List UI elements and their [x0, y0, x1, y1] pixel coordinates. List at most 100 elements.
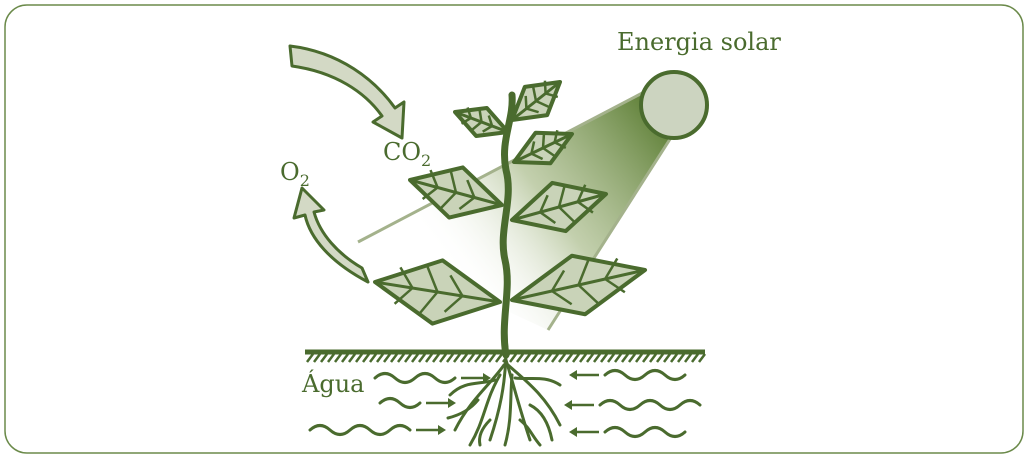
- ground-hatch: [684, 353, 692, 363]
- leaf-vein: [425, 263, 439, 293]
- leaf-vein: [539, 194, 549, 213]
- o2-base: O: [280, 158, 300, 186]
- leaf-vein: [530, 152, 544, 161]
- water-arrowhead: [438, 425, 446, 435]
- leaf-vein: [539, 211, 557, 224]
- root: [453, 363, 506, 432]
- ground-hatch: [362, 353, 370, 363]
- ground-hatch: [586, 353, 594, 363]
- leaf-vein: [393, 287, 414, 305]
- ground-hatch: [355, 353, 363, 363]
- o2-arrow: [292, 186, 370, 284]
- co2-base: CO: [383, 138, 421, 166]
- leaf-vein: [553, 129, 559, 143]
- leaf-vein: [577, 200, 594, 214]
- ground-hatch: [663, 353, 671, 363]
- leaf-vein: [543, 80, 547, 94]
- water-wave: [308, 424, 412, 436]
- leaf-vein: [421, 186, 439, 200]
- leaf-vein: [558, 206, 577, 225]
- ground-hatch: [432, 353, 440, 363]
- sun: [639, 70, 709, 140]
- ground-hatch: [551, 353, 559, 363]
- energy-label: Energia solar: [617, 28, 781, 56]
- co2-arrow: [288, 44, 406, 140]
- ground-hatch: [656, 353, 664, 363]
- ground-hatch: [460, 353, 468, 363]
- water-wave: [598, 399, 702, 411]
- water-arrowhead: [564, 400, 572, 410]
- leaf-vein: [443, 295, 464, 313]
- ground-hatch: [558, 353, 566, 363]
- leaf-vein: [466, 107, 473, 119]
- ground-hatch: [516, 353, 524, 363]
- ground-hatch: [579, 353, 587, 363]
- root: [528, 403, 554, 442]
- ground-hatch: [404, 353, 412, 363]
- ground-hatch: [320, 353, 328, 363]
- ground-hatch: [628, 353, 636, 363]
- ground-hatch: [698, 353, 706, 363]
- ground-hatch: [397, 353, 405, 363]
- ground-hatch: [369, 353, 377, 363]
- water-arrowhead: [569, 370, 577, 380]
- ground-hatch: [376, 353, 384, 363]
- ground-hatch: [635, 353, 643, 363]
- ground-hatch: [509, 353, 517, 363]
- leaf-vein: [554, 141, 567, 149]
- ground: [305, 349, 706, 447]
- leaf-vein: [551, 289, 573, 306]
- leaf-vein: [604, 257, 619, 280]
- ground-hatch: [495, 353, 503, 363]
- leaf-vein: [449, 169, 458, 193]
- ground-hatch: [446, 353, 454, 363]
- leaf-vein: [417, 291, 439, 316]
- leaf-vein: [460, 116, 472, 125]
- ground-hatch: [474, 353, 482, 363]
- leaf-vein: [541, 132, 546, 149]
- leaf-vein: [530, 141, 536, 154]
- leaf-vein: [545, 92, 559, 99]
- root: [448, 378, 497, 397]
- leaf-vein: [557, 184, 567, 208]
- ground-hatch: [306, 353, 314, 363]
- leaf-vein: [458, 196, 476, 210]
- o2-sub: 2: [300, 171, 310, 190]
- ground-hatch: [341, 353, 349, 363]
- ground-hatch: [334, 353, 342, 363]
- ground-hatch: [439, 353, 447, 363]
- water-arrowhead: [448, 398, 456, 408]
- ground-hatch: [607, 353, 615, 363]
- leaf-vein: [482, 124, 493, 133]
- ground-hatch: [383, 353, 391, 363]
- leaf-vein: [487, 115, 494, 127]
- ground-hatch: [453, 353, 461, 363]
- leaf-vein: [524, 95, 528, 109]
- leaf-vein: [542, 146, 557, 158]
- root: [513, 376, 562, 387]
- ground-hatch: [481, 353, 489, 363]
- leaf-vein: [478, 108, 483, 123]
- water-wave: [603, 369, 687, 381]
- ground-hatch: [418, 353, 426, 363]
- ground-hatch: [544, 353, 552, 363]
- o2-label: O2: [280, 158, 310, 190]
- root: [468, 373, 502, 447]
- ground-hatch: [348, 353, 356, 363]
- ground-hatch: [411, 353, 419, 363]
- ground-hatch: [425, 353, 433, 363]
- leaf-vein: [535, 99, 552, 109]
- root: [446, 398, 480, 420]
- ground-hatch: [390, 353, 398, 363]
- root: [478, 418, 492, 447]
- leaf-vein: [526, 107, 539, 114]
- ground-hatch: [677, 353, 685, 363]
- leaf-vein: [604, 277, 626, 294]
- ground-hatch: [313, 353, 321, 363]
- plant: [373, 80, 647, 359]
- leaf-vein: [399, 266, 414, 289]
- ground-hatch: [614, 353, 622, 363]
- ground-hatch: [467, 353, 475, 363]
